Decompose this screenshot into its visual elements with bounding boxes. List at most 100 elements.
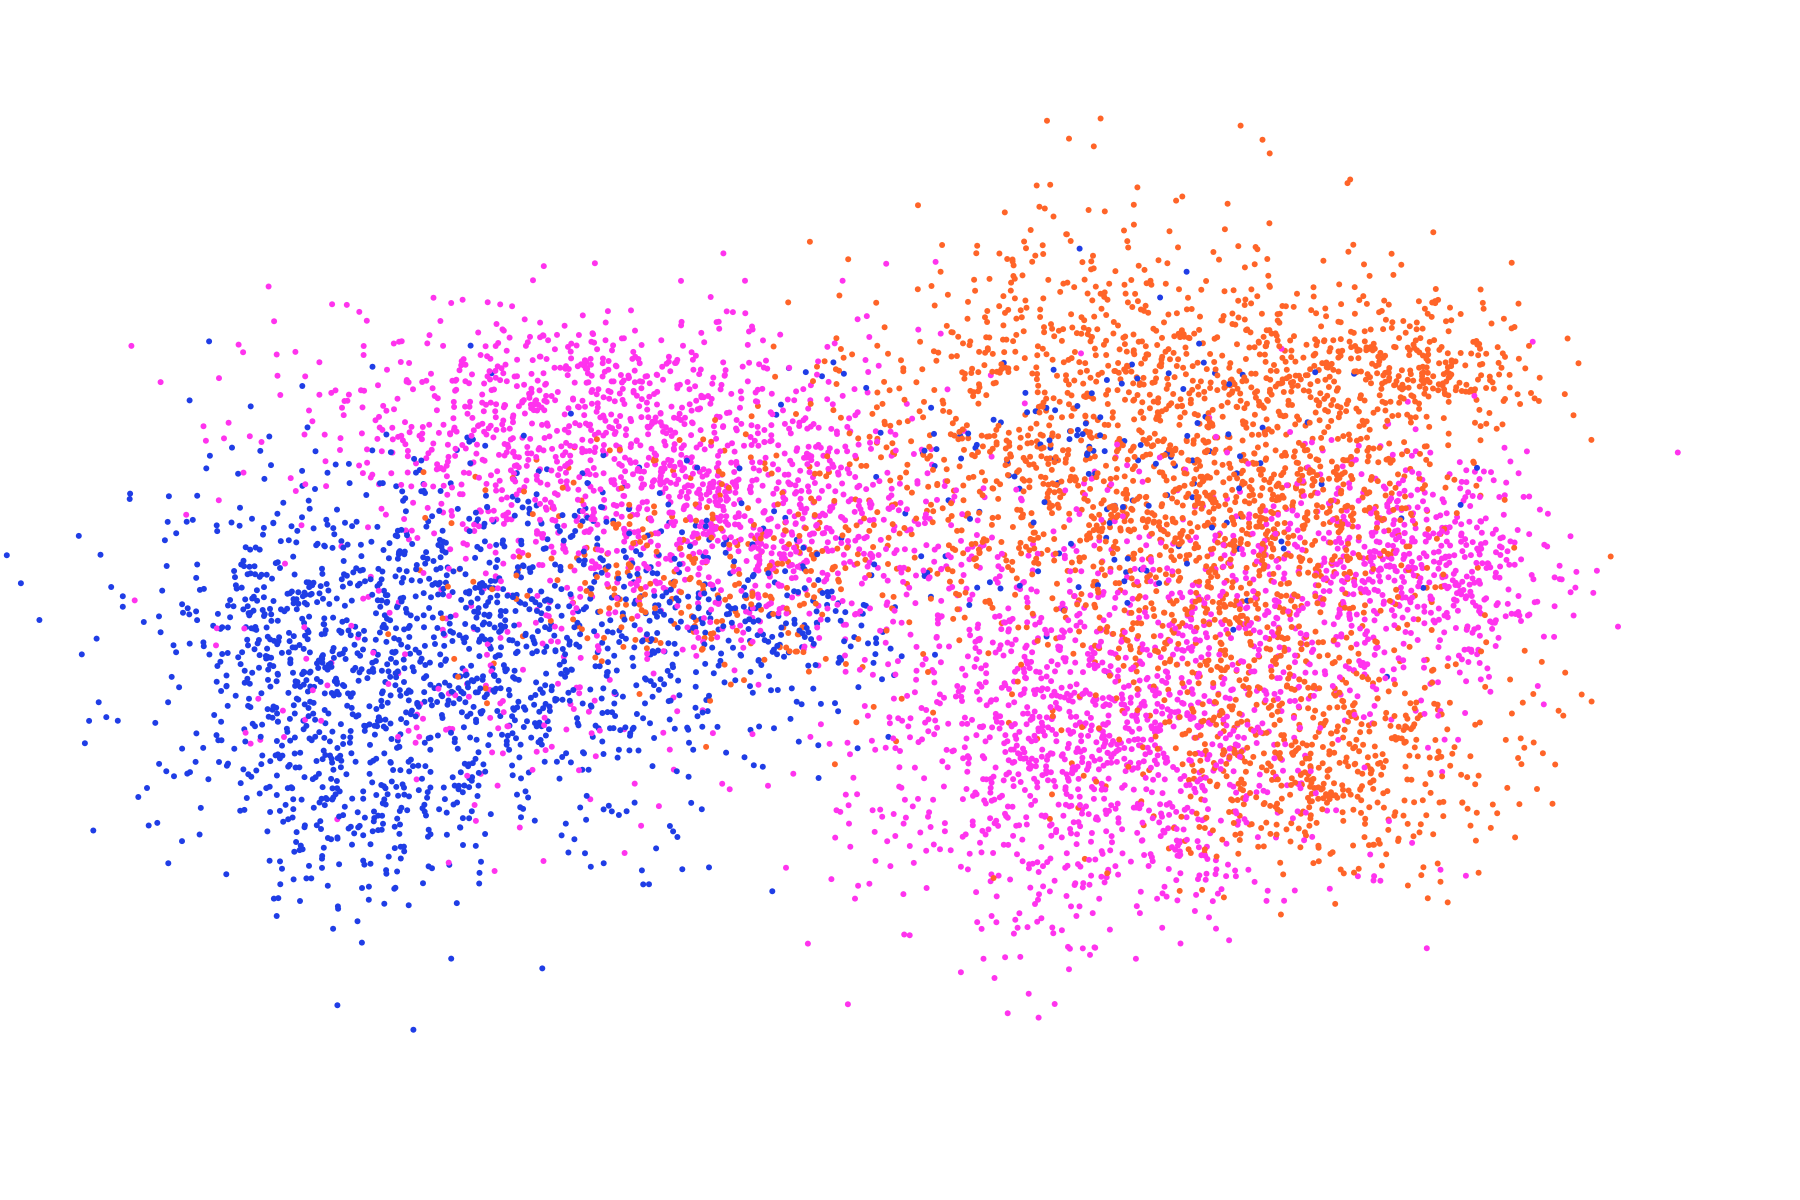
scatter-point-orange [1176, 553, 1183, 560]
scatter-point-orange [1467, 822, 1474, 829]
scatter-point-magenta [183, 511, 190, 518]
scatter-point-blue [655, 686, 662, 693]
scatter-point-blue [566, 697, 573, 704]
scatter-point-blue [704, 708, 711, 715]
scatter-point-magenta [1570, 612, 1577, 619]
scatter-point-orange [1055, 504, 1062, 511]
scatter-point-blue [119, 593, 126, 600]
scatter-point-orange [1130, 550, 1137, 557]
scatter-point-magenta [1360, 714, 1367, 721]
scatter-point-orange [1272, 383, 1279, 390]
scatter-point-orange [1357, 729, 1364, 736]
scatter-point-magenta [696, 565, 703, 572]
scatter-point-magenta [960, 572, 967, 578]
scatter-point-magenta [632, 459, 639, 466]
scatter-point-magenta [593, 632, 600, 639]
scatter-point-orange [1408, 726, 1414, 733]
scatter-point-magenta [701, 615, 707, 622]
scatter-point-magenta [995, 563, 1002, 570]
scatter-point-orange [1214, 387, 1221, 394]
scatter-point-orange [1354, 768, 1361, 775]
scatter-point-orange [1305, 684, 1312, 691]
scatter-point-magenta [1195, 876, 1201, 883]
scatter-point-magenta [1324, 807, 1331, 814]
scatter-point-magenta [510, 419, 516, 426]
scatter-point-magenta [716, 325, 723, 332]
scatter-point-magenta [798, 487, 805, 494]
scatter-point-blue [360, 795, 367, 802]
scatter-point-orange [1196, 824, 1203, 830]
scatter-point-magenta [1408, 492, 1414, 499]
scatter-point-orange [1444, 726, 1451, 733]
scatter-point-orange [1189, 386, 1196, 393]
scatter-point-orange [1267, 486, 1274, 493]
scatter-point-blue [193, 574, 200, 581]
scatter-point-orange [1271, 362, 1277, 368]
scatter-point-magenta [1295, 767, 1301, 774]
scatter-point-magenta [1021, 400, 1028, 407]
scatter-point-blue [361, 814, 368, 821]
scatter-point-magenta [1427, 609, 1434, 616]
scatter-point-orange [1168, 611, 1175, 618]
scatter-point-orange [1142, 302, 1149, 309]
scatter-point-blue [196, 831, 203, 838]
scatter-point-orange [1191, 509, 1198, 516]
scatter-point-magenta [521, 484, 528, 491]
scatter-point-orange [1127, 646, 1134, 653]
scatter-point-orange [1130, 620, 1137, 627]
scatter-point-magenta [1435, 679, 1441, 686]
scatter-point-magenta [978, 925, 985, 932]
scatter-point-magenta [1217, 817, 1224, 824]
scatter-point-magenta [500, 426, 507, 433]
scatter-point-blue [369, 363, 376, 370]
scatter-point-blue [556, 661, 563, 668]
scatter-point-magenta [1136, 910, 1143, 917]
scatter-point-blue [1106, 520, 1113, 526]
scatter-point-magenta [934, 496, 940, 503]
scatter-point-blue [297, 749, 304, 756]
scatter-point-magenta [1177, 689, 1184, 696]
scatter-point-magenta [1154, 752, 1161, 759]
scatter-point-orange [1358, 797, 1365, 804]
scatter-point-orange [1313, 508, 1320, 515]
scatter-point-magenta [1029, 860, 1036, 867]
scatter-point-orange [1067, 238, 1074, 244]
scatter-point-magenta [1047, 704, 1054, 711]
scatter-point-blue [666, 599, 673, 606]
scatter-point-magenta [815, 495, 822, 502]
scatter-point-magenta [652, 414, 659, 421]
scatter-point-magenta [1121, 755, 1128, 762]
scatter-point-magenta [516, 621, 522, 628]
scatter-point-magenta [1435, 565, 1442, 572]
scatter-point-magenta [496, 477, 503, 484]
scatter-point-magenta [814, 624, 821, 631]
scatter-point-magenta [1099, 695, 1106, 702]
scatter-point-orange [1231, 381, 1238, 388]
scatter-point-blue [476, 636, 483, 643]
scatter-point-orange [758, 606, 765, 613]
scatter-point-orange [1227, 360, 1234, 367]
scatter-point-orange [734, 612, 741, 618]
scatter-point-blue [251, 646, 258, 653]
scatter-point-orange [1325, 384, 1332, 390]
scatter-point-orange [1045, 276, 1052, 283]
scatter-point-blue [357, 541, 364, 548]
scatter-point-magenta [735, 548, 742, 555]
scatter-point-magenta [1233, 789, 1240, 796]
scatter-point-blue [206, 651, 213, 658]
scatter-point-blue [525, 794, 532, 801]
scatter-point-orange [1236, 710, 1243, 717]
scatter-point-orange [1090, 143, 1097, 150]
scatter-point-orange [1153, 327, 1160, 334]
scatter-point-magenta [985, 826, 992, 833]
scatter-point-magenta [1290, 714, 1297, 721]
scatter-point-magenta [944, 764, 951, 771]
scatter-point-magenta [1159, 703, 1165, 710]
scatter-point-magenta [1399, 614, 1406, 621]
scatter-point-orange [853, 719, 860, 726]
scatter-point-orange [1331, 378, 1338, 385]
scatter-point-magenta [1456, 669, 1463, 676]
scatter-point-orange [1143, 493, 1150, 500]
scatter-point-orange [1163, 521, 1170, 528]
scatter-point-blue [348, 750, 355, 757]
